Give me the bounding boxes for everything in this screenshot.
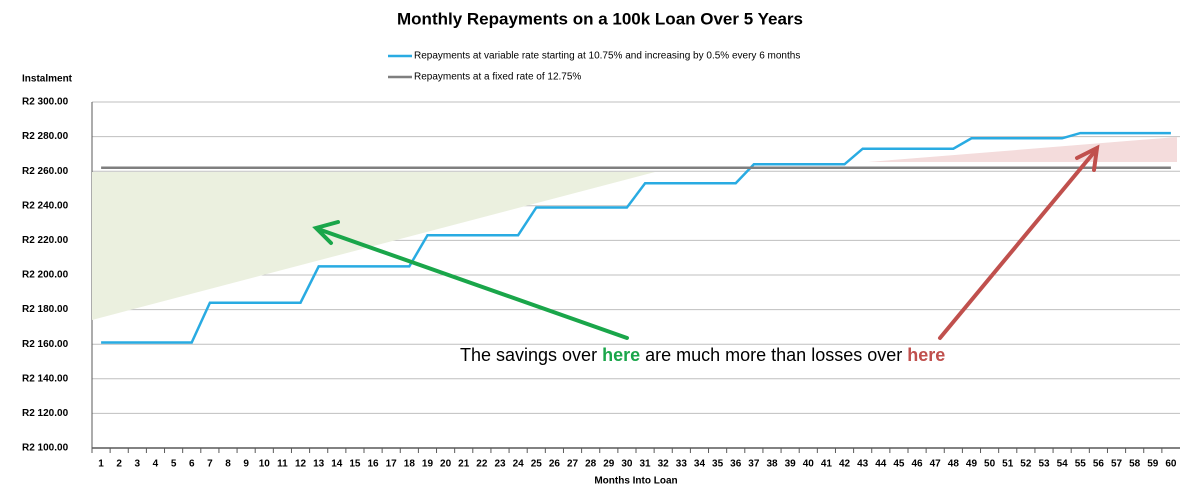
red-arrow [938,144,1100,340]
x-tick-label: 24 [513,459,525,470]
y-tick-label: R2 160.00 [22,339,69,350]
x-tick-label: 41 [821,459,833,470]
x-tick-label: 1 [98,459,104,470]
x-tick-label: 16 [368,459,380,470]
x-tick-label: 7 [207,459,213,470]
x-tick-label: 5 [171,459,177,470]
x-tick-label: 47 [930,459,942,470]
x-tick-label: 56 [1093,459,1105,470]
x-tick-label: 53 [1038,459,1050,470]
x-tick-label: 36 [730,459,742,470]
x-tick-label: 45 [893,459,905,470]
x-tick-label: 9 [243,459,249,470]
x-tick-label: 32 [658,459,670,470]
annotation: The savings over here are much more than… [460,345,945,365]
annotation-part: The savings over [460,345,602,365]
x-tick-label: 20 [440,459,452,470]
x-tick-label: 23 [494,459,506,470]
x-tick-label: 60 [1165,459,1177,470]
x-axis-label: Months Into Loan [594,476,677,487]
y-tick-label: R2 300.00 [22,97,69,108]
x-tick-label: 31 [640,459,652,470]
losses-area [868,137,1177,162]
x-tick-label: 11 [277,459,288,470]
y-tick-label: R2 120.00 [22,408,69,419]
y-tick-label: R2 280.00 [22,131,69,142]
x-tick-label: 38 [766,459,778,470]
y-tick-label: R2 100.00 [22,443,69,454]
x-tick-label: 26 [549,459,561,470]
x-tick-label: 51 [1002,459,1014,470]
x-tick-label: 52 [1020,459,1032,470]
savings-area [92,172,655,320]
y-tick-label: R2 240.00 [22,200,69,211]
y-tick-label: R2 260.00 [22,166,69,177]
x-tick-label: 19 [422,459,434,470]
x-tick-label: 43 [857,459,869,470]
x-tick-label: 6 [189,459,195,470]
x-tick-label: 28 [585,459,597,470]
series-line [101,131,1171,344]
x-tick-label: 4 [153,459,159,470]
y-tick-label: R2 200.00 [22,270,69,281]
x-tick-label: 46 [912,459,924,470]
x-tick-label: 14 [331,459,343,470]
x-tick-label: 55 [1075,459,1087,470]
chart-title: Monthly Repayments on a 100k Loan Over 5… [397,9,803,28]
x-tick-label: 33 [676,459,688,470]
x-tick-label: 49 [966,459,978,470]
x-tick-label: 44 [875,459,887,470]
x-tick-label: 22 [476,459,488,470]
x-tick-label: 12 [295,459,307,470]
annotation-part: here [602,345,640,365]
x-tick-label: 54 [1057,459,1069,470]
y-tick-label: R2 180.00 [22,304,69,315]
legend-label: Repayments at a fixed rate of 12.75% [414,72,581,83]
x-tick-label: 29 [603,459,615,470]
x-tick-label: 59 [1147,459,1159,470]
x-tick-label: 8 [225,459,231,470]
x-tick-label: 18 [404,459,416,470]
plot [101,131,1171,344]
green-arrow [312,220,629,340]
legend-label: Repayments at variable rate starting at … [414,51,800,62]
x-tick-label: 3 [135,459,141,470]
x-tick-label: 39 [785,459,797,470]
x-tick-label: 48 [948,459,960,470]
x-tick-label: 10 [259,459,271,470]
x-tick-label: 25 [531,459,543,470]
y-tick-label: R2 220.00 [22,235,69,246]
x-tick-label: 57 [1111,459,1123,470]
x-tick-label: 42 [839,459,851,470]
x-tick-label: 15 [349,459,361,470]
x-tick-label: 13 [313,459,325,470]
x-tick-label: 21 [458,459,470,470]
x-tick-label: 2 [116,459,122,470]
x-tick-label: 35 [712,459,724,470]
y-tick-label: R2 140.00 [22,373,69,384]
x-tick-label: 30 [621,459,633,470]
x-tick-label: 27 [567,459,579,470]
y-axis-label: Instalment [22,74,73,85]
annotation-part: are much more than losses over [640,345,907,365]
x-tick-label: 17 [386,459,398,470]
x-tick-label: 58 [1129,459,1141,470]
x-tick-label: 40 [803,459,815,470]
x-tick-label: 37 [748,459,760,470]
x-tick-label: 34 [694,459,706,470]
annotation-part: here [907,345,945,365]
x-tick-label: 50 [984,459,996,470]
